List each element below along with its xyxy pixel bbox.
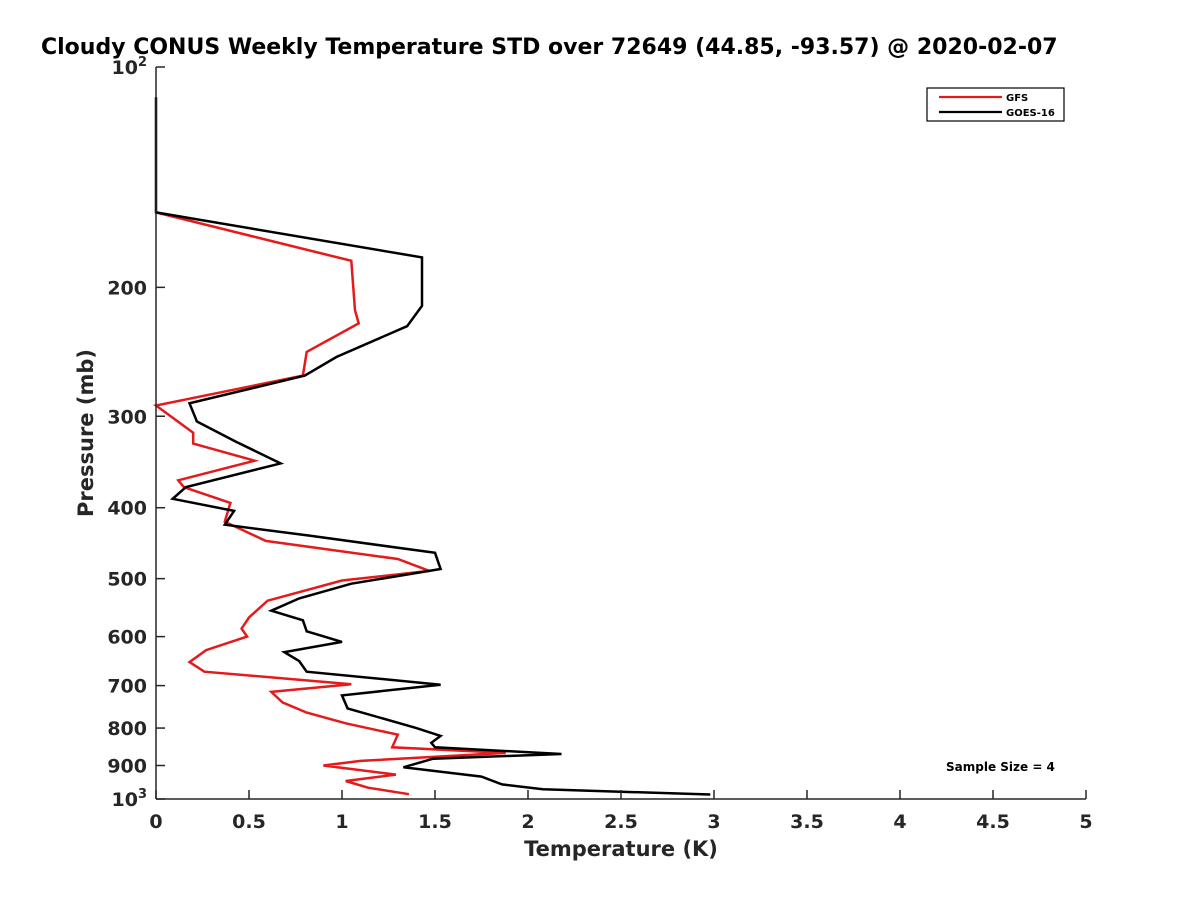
legend-label-gfs: GFS (1006, 93, 1028, 104)
x-tick-label: 3.5 (790, 811, 824, 833)
y-tick-label: 200 (107, 277, 147, 299)
x-tick-label: 1.5 (418, 811, 452, 833)
y-axis-label: Pressure (mb) (74, 349, 98, 517)
y-ticks: 102 200 300 400 500 600 700 800 900 103 (107, 55, 165, 811)
y-tick-label: 300 (107, 406, 147, 428)
legend: GFS GOES-16 (926, 87, 1065, 122)
y-tick-label: 800 (107, 718, 147, 740)
y-tick-label: 700 (107, 676, 147, 698)
x-tick-label: 4.5 (976, 811, 1010, 833)
y-tick-label: 102 (112, 55, 148, 79)
series-line-goes16 (154, 97, 711, 796)
x-tick-label: 2.5 (604, 811, 638, 833)
x-tick-label: 5 (1079, 811, 1092, 833)
x-tick-label: 0 (149, 811, 162, 833)
x-ticks: 0 0.5 1 1.5 2 2.5 3 3.5 4 4.5 5 (149, 790, 1093, 833)
plot-lines (152, 97, 711, 796)
y-tick-label: 900 (107, 756, 147, 778)
x-tick-label: 4 (893, 811, 906, 833)
y-tick-label: 400 (107, 498, 147, 520)
legend-label-goes16: GOES-16 (1006, 108, 1055, 119)
x-tick-label: 0.5 (232, 811, 266, 833)
x-tick-label: 1 (335, 811, 348, 833)
x-axis-label: Temperature (K) (524, 837, 718, 861)
series-line-gfs (152, 211, 506, 796)
y-tick-label: 500 (107, 569, 147, 591)
y-tick-label: 600 (107, 627, 147, 649)
legend-box (926, 87, 1065, 122)
sample-size-annotation: Sample Size = 4 (946, 760, 1055, 774)
x-tick-label: 2 (521, 811, 534, 833)
chart-title: Cloudy CONUS Weekly Temperature STD over… (41, 35, 1058, 60)
y-tick-label: 103 (112, 787, 148, 811)
x-tick-label: 3 (707, 811, 720, 833)
